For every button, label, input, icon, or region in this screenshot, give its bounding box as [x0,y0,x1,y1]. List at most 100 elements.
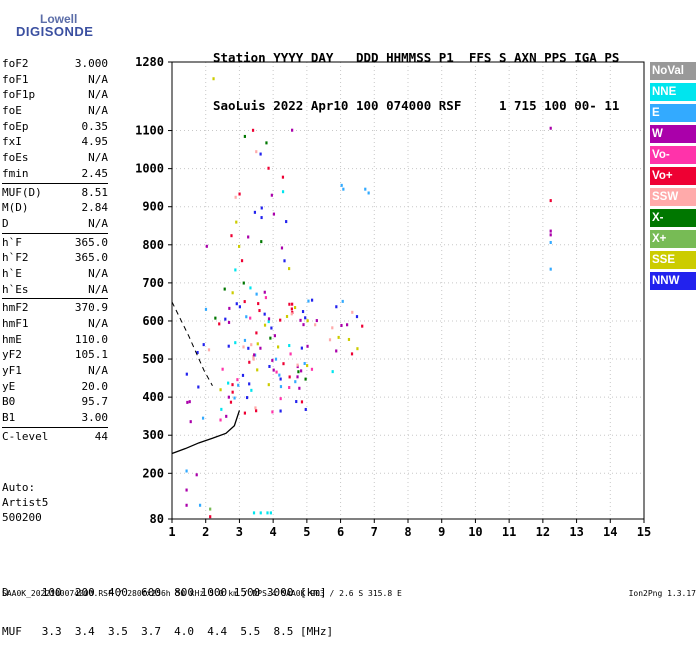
echo-point [285,314,289,318]
parameter-label: foF1p [2,88,36,102]
echo-point [270,193,273,197]
parameter-value: 0.35 [81,119,109,133]
echo-point [259,511,262,515]
y-tick-label: 400 [142,390,164,404]
parameter-row: B1 3.00 [2,410,108,426]
echo-point [254,406,257,410]
echo-point [302,323,305,327]
echo-point [259,152,262,156]
y-tick-label: 1280 [135,55,164,69]
parameter-label: foEs [2,151,29,165]
parameter-label: h`F2 [2,251,29,265]
parameter-row: foF2 3.000 [2,56,108,72]
parameter-label: foF1 [2,72,29,86]
echo-point [229,400,233,404]
parameter-row: hmE 110.0 [2,332,108,348]
muf-distance-row: D 100 200 400 600 800 1000 1500 3000 [km… [2,586,327,599]
parameter-row: M(D) 2.84 [2,200,108,216]
echo-point [291,302,294,306]
dashed-trace [171,301,213,386]
echo-point [227,344,230,348]
echo-point [236,378,239,382]
echo-point [290,307,293,311]
echo-point [267,383,270,387]
echo-point [188,400,191,404]
echo-point [281,190,285,194]
echo-point [307,299,310,303]
echo-point [304,377,307,381]
echo-point [214,316,217,320]
echo-point [255,331,258,335]
echo-point [242,281,245,285]
echo-point [549,233,552,237]
echo-point [356,347,359,351]
legend-item-sse: SSE [650,251,696,269]
file-footnote: SAA0K_2022100074000.RSF / 280fx256h 50 k… [2,589,402,598]
parameter-value: N/A [88,72,108,86]
header-line-1: Station YYYY DAY DDD HHMMSS P1 FFS S AXN… [213,50,620,65]
echo-point [342,187,345,191]
echo-point [274,357,278,361]
parameter-row: yF2 105.1 [2,347,108,363]
y-tick-label: 1100 [135,124,164,138]
parameter-label: M(D) [2,201,29,215]
echo-point [227,320,231,324]
echo-point [228,306,231,310]
echo-point [207,348,211,352]
parameter-value: 370.9 [74,301,108,315]
echo-point [549,229,552,233]
echo-point [240,259,244,263]
echo-point [340,183,343,187]
echo-point [279,397,282,401]
echo-point [242,345,245,349]
parameter-value: 110.0 [74,332,108,346]
x-tick-label: 8 [404,525,411,539]
echo-point [288,267,291,271]
x-tick-label: 2 [202,525,209,539]
echo-point [281,175,285,179]
parameter-value: 20.0 [81,379,109,393]
x-tick-label: 5 [303,525,310,539]
x-tick-label: 15 [637,525,651,539]
parameter-label: hmF2 [2,301,29,315]
y-tick-label: 1000 [135,162,164,176]
echo-point [279,377,282,381]
parameter-row: MUF(D) 8.51 [2,185,108,201]
y-tick-label: 600 [142,314,164,328]
y-tick-label: 300 [142,428,164,442]
parameter-label: hmE [2,332,22,346]
echo-point [258,309,261,313]
echo-point [231,291,234,295]
echo-point [300,346,303,350]
echo-point [331,370,334,374]
parameter-separator [2,232,108,234]
echo-point [197,385,200,389]
y-tick-label: 500 [142,352,164,366]
y-tick-label: 80 [150,512,164,526]
legend-item-vo-: Vo- [650,146,696,164]
echo-point [223,287,226,291]
echo-point [288,302,291,306]
parameter-value: N/A [88,88,108,102]
echo-point [350,352,354,356]
echo-point [300,400,304,404]
echo-point [304,316,307,320]
echo-point [266,511,269,515]
echo-point [300,369,303,373]
echo-point [235,302,238,306]
x-tick-label: 12 [536,525,550,539]
echo-point [243,338,247,342]
echo-point [204,307,208,311]
echo-point [271,410,274,414]
echo-point [251,128,255,132]
polarization-legend: NoVal NNE E W Vo- Vo+ SSW X- X+ SSE NNW [650,62,696,293]
echo-point [252,357,255,361]
echo-point [347,337,351,341]
echo-point [209,515,212,519]
echo-point [234,341,237,345]
echo-point [260,240,263,244]
parameter-value: 2.45 [81,166,109,180]
echo-point [549,240,552,244]
parameter-row: yE 20.0 [2,379,108,395]
legend-item-x-: X+ [650,230,696,248]
